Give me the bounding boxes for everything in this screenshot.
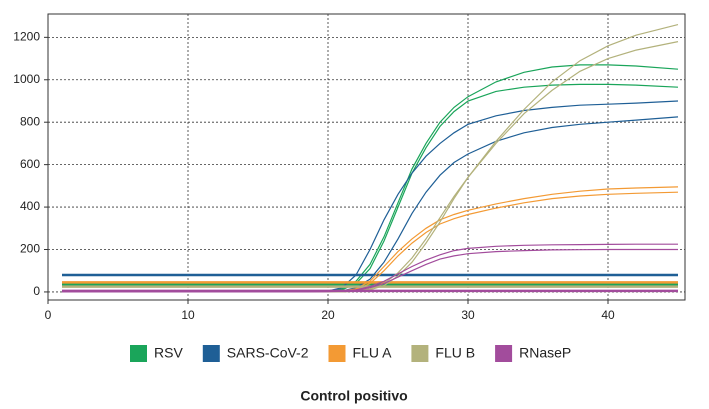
x-tick-label: 20 [321, 308, 335, 322]
x-tick-label: 0 [45, 308, 52, 322]
chart-title: Control positivo [300, 388, 407, 404]
y-tick-label: 600 [20, 157, 40, 171]
legend-swatch [495, 345, 513, 362]
legend-swatch [202, 345, 220, 362]
legend-swatch [130, 345, 147, 362]
plot-frame [47, 13, 686, 301]
legend-label: RSV [154, 345, 183, 361]
x-tick-label: 30 [461, 308, 475, 322]
legend-label: SARS-CoV-2 [227, 345, 309, 361]
legend-label: FLU A [353, 345, 393, 361]
y-tick-label: 1000 [13, 72, 40, 86]
y-tick-label: 800 [20, 114, 40, 128]
amplification-curve [62, 64, 679, 293]
legend-swatch [328, 345, 346, 362]
y-tick-label: 0 [33, 284, 40, 298]
amplification-curve [62, 248, 678, 293]
y-tick-label: 200 [20, 242, 40, 256]
y-tick-label: 1200 [13, 30, 40, 44]
legend-label: FLU B [435, 345, 475, 361]
y-tick-label: 400 [20, 199, 40, 213]
legend-swatch [411, 345, 429, 362]
amplification-curve [62, 41, 679, 293]
amplification-curve [62, 83, 679, 293]
x-tick-label: 10 [181, 308, 195, 322]
x-tick-label: 40 [601, 308, 615, 322]
amplification-curve [62, 116, 679, 293]
legend-label: RNaseP [519, 345, 571, 361]
